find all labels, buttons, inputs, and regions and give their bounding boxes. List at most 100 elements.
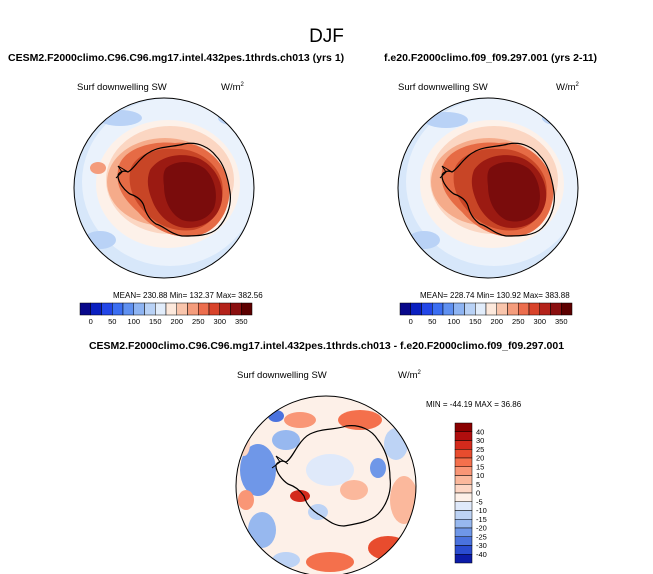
left-colorbar-swatch xyxy=(144,302,156,316)
left-colorbar-tick-label: 0 xyxy=(89,317,93,326)
diff-colorbar-swatch xyxy=(454,536,473,546)
right-colorbar-swatch xyxy=(410,302,422,316)
diff-colorbar-swatch xyxy=(454,440,473,450)
diff-colorbar-swatch xyxy=(454,449,473,459)
left-colorbar-swatch xyxy=(230,302,242,316)
left-colorbar-swatch xyxy=(133,302,145,316)
left-colorbar-tick-label: 150 xyxy=(149,317,162,326)
left-colorbar-swatch xyxy=(208,302,220,316)
difference-panel-title: CESM2.F2000climo.C96.C96.mg17.intel.432p… xyxy=(88,340,565,352)
right-colorbar: 0 50 100 150 200 250 300 350 xyxy=(399,302,573,326)
diff-colorbar-swatch xyxy=(454,501,473,511)
left-colorbar-swatch xyxy=(155,302,167,316)
left-colorbar: 0 50 100 150 200 250 300 350 xyxy=(79,302,253,326)
diff-colorbar-tick-label: -25 xyxy=(476,532,487,541)
diff-colorbar-tick-label: 0 xyxy=(476,489,480,498)
left-variable-label: Surf downwelling SW xyxy=(77,82,167,93)
left-colorbar-swatch xyxy=(219,302,231,316)
right-colorbar-tick-label: 300 xyxy=(533,317,546,326)
right-colorbar-swatch xyxy=(539,302,551,316)
right-colorbar-swatch xyxy=(464,302,476,316)
left-colorbar-swatch xyxy=(165,302,177,316)
diff-colorbar-tick-label: 40 xyxy=(476,427,484,436)
left-colorbar-swatch xyxy=(90,302,102,316)
left-map-border xyxy=(73,97,255,279)
diff-variable-label: Surf downwelling SW xyxy=(237,370,327,381)
right-colorbar-swatch xyxy=(421,302,433,316)
right-colorbar-tick-label: 100 xyxy=(447,317,460,326)
right-colorbar-swatch xyxy=(432,302,444,316)
right-colorbar-tick-label: 150 xyxy=(469,317,482,326)
right-stats: MEAN= 228.74 Min= 130.92 Max= 383.88 xyxy=(420,291,570,300)
diff-colorbar-swatch xyxy=(454,484,473,494)
right-colorbar-swatch xyxy=(399,302,411,316)
left-colorbar-swatch xyxy=(187,302,199,316)
difference-map-border xyxy=(235,395,417,574)
diff-colorbar-tick-label: 10 xyxy=(476,471,484,480)
diff-colorbar-tick-label: -10 xyxy=(476,506,487,515)
left-colorbar-tick-label: 300 xyxy=(213,317,226,326)
left-stats: MEAN= 230.88 Min= 132.37 Max= 382.56 xyxy=(113,291,263,300)
right-colorbar-swatch xyxy=(442,302,454,316)
left-panel-title: CESM2.F2000climo.C96.C96.mg17.intel.432p… xyxy=(8,52,345,64)
right-colorbar-swatch xyxy=(475,302,487,316)
left-colorbar-swatch xyxy=(112,302,124,316)
right-colorbar-tick-label: 350 xyxy=(555,317,568,326)
difference-map xyxy=(236,396,416,574)
right-colorbar-swatch xyxy=(528,302,540,316)
left-colorbar-tick-label: 200 xyxy=(170,317,183,326)
right-colorbar-tick-label: 0 xyxy=(409,317,413,326)
right-units-label: W/m2 xyxy=(556,82,579,94)
left-colorbar-swatch xyxy=(79,302,91,316)
diff-colorbar-swatch xyxy=(454,554,473,564)
right-colorbar-swatch xyxy=(453,302,465,316)
diff-colorbar-swatch xyxy=(454,519,473,529)
right-colorbar-swatch xyxy=(496,302,508,316)
diff-colorbar-swatch xyxy=(454,475,473,485)
diff-colorbar-swatch xyxy=(454,422,473,432)
diff-colorbar-swatch xyxy=(454,457,473,467)
right-colorbar-swatch xyxy=(518,302,530,316)
diff-colorbar-tick-label: -40 xyxy=(476,550,487,559)
right-colorbar-swatch xyxy=(507,302,519,316)
left-map xyxy=(74,98,254,278)
left-colorbar-swatch xyxy=(176,302,188,316)
left-colorbar-swatch xyxy=(241,302,253,316)
left-colorbar-tick-label: 250 xyxy=(192,317,205,326)
diff-colorbar-tick-label: 25 xyxy=(476,445,484,454)
right-colorbar-swatch xyxy=(550,302,562,316)
diff-colorbar-tick-label: 5 xyxy=(476,480,480,489)
left-colorbar-tick-label: 350 xyxy=(235,317,248,326)
diff-colorbar-tick-label: 20 xyxy=(476,454,484,463)
diff-colorbar-swatch xyxy=(454,431,473,441)
diff-colorbar-swatch xyxy=(454,492,473,502)
right-map xyxy=(398,98,578,278)
diff-colorbar-swatch xyxy=(454,466,473,476)
left-colorbar-tick-label: 100 xyxy=(127,317,140,326)
right-panel-title: f.e20.F2000climo.f09_f09.297.001 (yrs 2-… xyxy=(384,52,598,64)
left-colorbar-tick-label: 50 xyxy=(108,317,116,326)
right-map-border xyxy=(397,97,579,279)
diff-colorbar-tick-label: -15 xyxy=(476,515,487,524)
left-units-label: W/m2 xyxy=(221,82,244,94)
diff-colorbar-tick-label: 30 xyxy=(476,436,484,445)
diff-colorbar-tick-label: -20 xyxy=(476,524,487,533)
diff-colorbar-tick-label: -5 xyxy=(476,497,483,506)
right-colorbar-swatch xyxy=(561,302,573,316)
left-colorbar-swatch xyxy=(122,302,134,316)
right-colorbar-tick-label: 250 xyxy=(512,317,525,326)
diff-units-label: W/m2 xyxy=(398,370,421,382)
diff-colorbar-swatch xyxy=(454,527,473,537)
diff-colorbar-swatch xyxy=(454,545,473,555)
right-variable-label: Surf downwelling SW xyxy=(398,82,488,93)
diff-colorbar-tick-label: 15 xyxy=(476,462,484,471)
left-colorbar-swatch xyxy=(101,302,113,316)
diff-colorbar-tick-label: -30 xyxy=(476,541,487,550)
right-colorbar-tick-label: 50 xyxy=(428,317,436,326)
right-colorbar-swatch xyxy=(485,302,497,316)
diff-stats: MIN = -44.19 MAX = 36.86 xyxy=(426,400,522,409)
left-colorbar-swatch xyxy=(198,302,210,316)
right-colorbar-tick-label: 200 xyxy=(490,317,503,326)
